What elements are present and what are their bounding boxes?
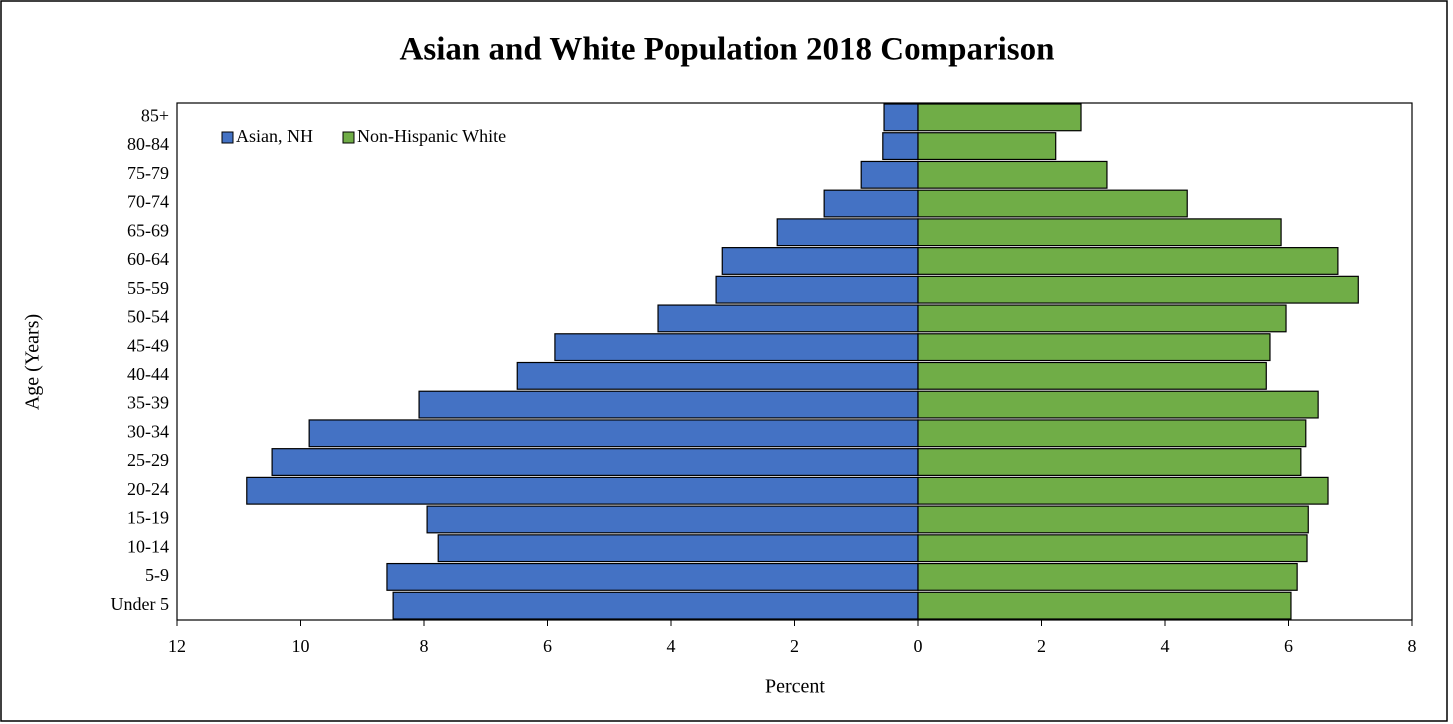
bar — [308, 419, 919, 448]
bar — [917, 189, 1188, 218]
bar — [917, 562, 1298, 591]
x-tick-label: 8 — [420, 636, 429, 656]
bar — [392, 591, 919, 620]
y-tick-label: 10-14 — [127, 536, 169, 556]
legend-swatch — [342, 131, 355, 144]
x-tick-label: 6 — [1284, 636, 1293, 656]
x-tick-label: 10 — [292, 636, 310, 656]
bar — [917, 132, 1057, 161]
x-tick-label: 2 — [1037, 636, 1046, 656]
bar — [418, 390, 919, 419]
bar — [860, 160, 919, 189]
x-tick-label: 6 — [543, 636, 552, 656]
y-tick-label: 30-34 — [127, 421, 169, 441]
bar — [917, 333, 1271, 362]
bar — [437, 534, 919, 563]
bar — [554, 333, 919, 362]
y-tick-label: 45-49 — [127, 335, 169, 355]
bar — [917, 218, 1282, 247]
bar — [917, 304, 1287, 333]
y-tick-label: 70-74 — [127, 192, 169, 212]
legend-label: Non-Hispanic White — [357, 126, 506, 146]
x-tick-label: 12 — [168, 636, 186, 656]
bar — [715, 275, 919, 304]
bar — [917, 361, 1267, 390]
bar — [917, 103, 1082, 132]
y-tick-label: 75-79 — [127, 163, 169, 183]
bar — [721, 247, 919, 275]
bar — [883, 103, 919, 132]
x-tick-label: 4 — [667, 636, 676, 656]
y-tick-label: 50-54 — [127, 307, 169, 327]
bar — [426, 505, 919, 534]
bar — [386, 562, 919, 591]
x-tick-label: 8 — [1408, 636, 1417, 656]
bar — [917, 505, 1309, 534]
legend-swatch — [221, 131, 234, 144]
y-tick-label: 25-29 — [127, 450, 169, 470]
y-tick-label: 55-59 — [127, 278, 169, 298]
x-tick-label: 0 — [914, 636, 923, 656]
bar — [917, 390, 1319, 419]
bar — [917, 160, 1108, 189]
y-tick-label: 5-9 — [145, 565, 169, 585]
bar — [917, 448, 1302, 476]
chart-title: Asian and White Population 2018 Comparis… — [400, 32, 1055, 68]
y-tick-label: 15-19 — [127, 508, 169, 528]
bar — [917, 419, 1307, 448]
y-tick-label: 60-64 — [127, 249, 169, 269]
bar — [246, 476, 919, 505]
y-tick-label: 65-69 — [127, 220, 169, 240]
y-axis-label: Age (Years) — [22, 314, 44, 410]
bar — [271, 448, 919, 476]
bar — [917, 275, 1359, 304]
bar — [776, 218, 919, 247]
bar — [823, 189, 919, 218]
y-tick-label: Under 5 — [111, 594, 169, 614]
bar — [917, 591, 1292, 620]
y-tick-label: 80-84 — [127, 134, 169, 154]
y-tick-label: 20-24 — [127, 479, 169, 499]
bar — [917, 247, 1339, 275]
y-tick-label: 40-44 — [127, 364, 169, 384]
bar — [516, 361, 919, 390]
x-tick-label: 4 — [1161, 636, 1170, 656]
x-tick-label: 2 — [790, 636, 799, 656]
y-tick-label: 85+ — [141, 105, 169, 125]
bar — [917, 534, 1308, 563]
bar — [657, 304, 919, 333]
bar — [882, 132, 919, 161]
y-tick-label: 35-39 — [127, 393, 169, 413]
x-axis-label: Percent — [765, 676, 825, 698]
bar — [917, 476, 1329, 505]
legend-label: Asian, NH — [236, 126, 313, 146]
